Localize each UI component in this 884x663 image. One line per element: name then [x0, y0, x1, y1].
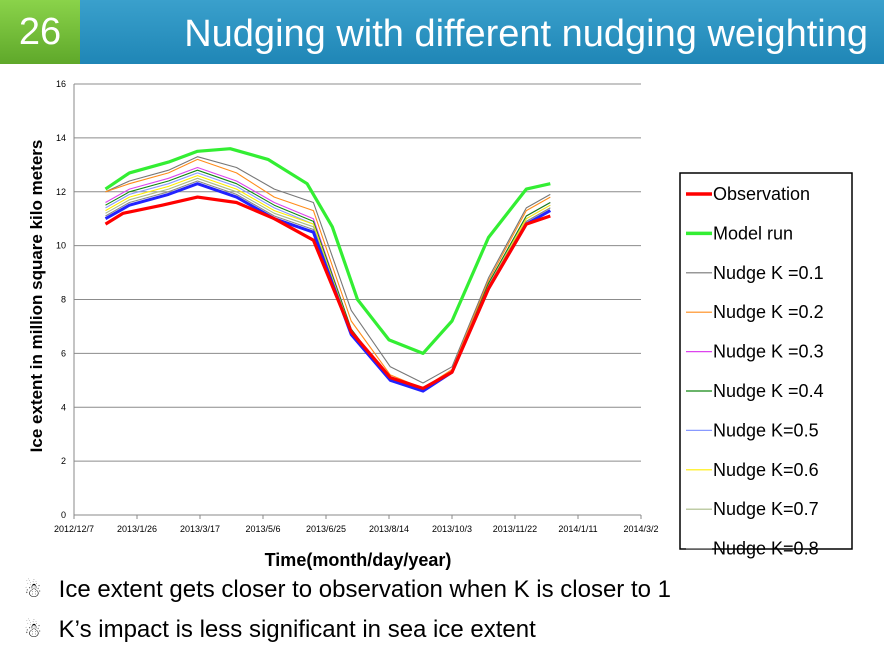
snowman-icon: ☃ — [24, 580, 42, 602]
slide-header: 26 Nudging with different nudging weight… — [0, 0, 884, 64]
gridlines — [74, 83, 641, 462]
y-axis-label: Ice extent in million square kilo meters — [27, 140, 46, 453]
series-lines — [104, 147, 552, 393]
y-tick-label: 10 — [56, 241, 66, 251]
x-tick-label: 2013/10/3 — [432, 524, 472, 534]
legend-label: Nudge K =0.4 — [713, 381, 824, 401]
x-tick-label: 2012/12/7 — [54, 524, 94, 534]
series-line-nudge-k-0-2 — [105, 158, 551, 389]
series-line-nudge-k-0-5 — [105, 172, 551, 392]
x-tick-label: 2014/1/11 — [558, 524, 597, 534]
x-tick-label: 2013/6/25 — [306, 524, 346, 534]
legend-label: Nudge K=0.6 — [713, 460, 819, 480]
y-tick-label: 4 — [61, 402, 66, 412]
y-tick-label: 16 — [56, 79, 66, 89]
y-tick-label: 8 — [61, 295, 66, 305]
snowman-icon: ☃ — [24, 620, 42, 642]
bullet-item: ☃ K’s impact is less significant in sea … — [24, 616, 536, 644]
series-line-observation — [104, 195, 551, 390]
y-tick-label: 6 — [61, 348, 66, 358]
series-line-nudge-k-0-9 — [104, 182, 552, 393]
ice-extent-chart: 0 2 4 6 8 10 12 14 16 2012/12/7 2013/1/26 2013/3/1… — [27, 79, 853, 570]
legend-label: Nudge K =0.3 — [713, 342, 824, 362]
x-tick-label: 2013/1/26 — [117, 524, 157, 534]
series-line-nudge-k-0-7 — [105, 177, 551, 392]
series-line-nudge-k-0-1 — [105, 156, 551, 384]
bullet-item: ☃ Ice extent gets closer to observation … — [24, 576, 671, 604]
bullet-text: Ice extent gets closer to observation wh… — [58, 576, 671, 603]
legend-label: Model run — [713, 223, 793, 243]
x-tick-labels: 2012/12/7 2013/1/26 2013/3/17 2013/5/6 2013/… — [54, 515, 659, 534]
slide-number: 26 — [0, 0, 80, 64]
legend-label: Nudge K=0.7 — [713, 499, 819, 519]
y-tick-label: 14 — [56, 133, 66, 143]
series-line-nudge-k-0-6 — [105, 175, 551, 392]
y-tick-label: 12 — [56, 187, 66, 197]
x-tick-label: 2013/8/14 — [369, 524, 409, 534]
legend-label: Nudge K=0.5 — [713, 420, 819, 440]
x-tick-label: 2013/5/6 — [245, 524, 280, 534]
slide-title: Nudging with different nudging weighting — [184, 13, 868, 55]
series-line-nudge-k-0-4 — [105, 169, 551, 392]
legend-label: Nudge K=0.8 — [713, 539, 819, 559]
x-tick-label: 2013/3/17 — [180, 524, 220, 534]
series-line-nudge-k-0-8 — [105, 180, 551, 392]
legend-label: Observation — [713, 184, 810, 204]
y-tick-label: 0 — [61, 510, 66, 520]
y-tick-labels: 0 2 4 6 8 10 12 14 16 — [56, 79, 66, 520]
x-tick-label: 2013/11/22 — [493, 524, 537, 534]
y-tick-label: 2 — [61, 456, 66, 466]
legend-box — [679, 172, 853, 550]
legend-label: Nudge K =0.1 — [713, 263, 824, 283]
x-axis-label: Time(month/day/year) — [265, 550, 452, 570]
bullet-text: K’s impact is less significant in sea ic… — [58, 616, 536, 643]
legend: Observation Model run Nudge K =0.1 Nudge K … — [679, 172, 853, 559]
x-tick-label: 2014/3/2 — [623, 524, 658, 534]
legend-label: Nudge K =0.2 — [713, 302, 824, 322]
series-line-model-run — [104, 147, 551, 355]
